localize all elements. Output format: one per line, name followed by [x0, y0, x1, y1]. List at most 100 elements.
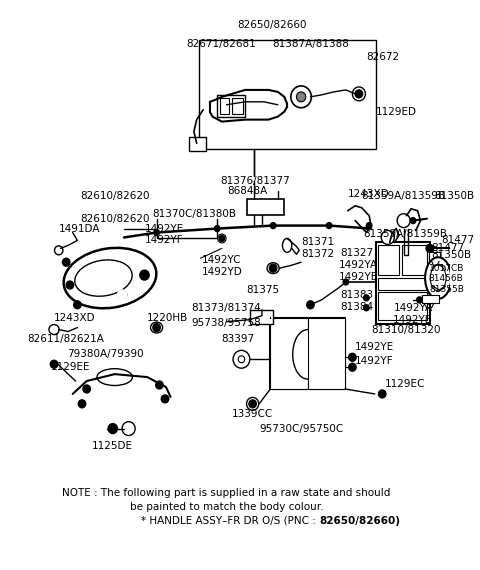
Circle shape [343, 279, 348, 285]
Text: 82671/82681: 82671/82681 [186, 39, 256, 50]
Text: 82650/82660: 82650/82660 [238, 19, 307, 30]
Ellipse shape [55, 246, 63, 255]
Bar [220, 98, 229, 113]
Ellipse shape [151, 322, 163, 333]
Circle shape [161, 395, 169, 403]
Ellipse shape [379, 390, 386, 398]
Text: 81376/81377: 81376/81377 [220, 176, 290, 186]
Text: 86848A: 86848A [227, 186, 267, 196]
Text: 81477: 81477 [432, 243, 465, 253]
Text: 81327: 81327 [340, 249, 373, 258]
Text: 81372: 81372 [301, 249, 334, 259]
Text: 1492YD: 1492YD [201, 267, 242, 277]
Text: 1125DE: 1125DE [92, 441, 133, 451]
Circle shape [366, 223, 372, 229]
Circle shape [363, 305, 369, 311]
Bar [429, 253, 440, 260]
Text: 81359A/81359B: 81359A/81359B [363, 229, 447, 238]
Ellipse shape [297, 92, 306, 102]
Ellipse shape [381, 230, 395, 245]
Ellipse shape [267, 263, 279, 274]
Bar [376, 242, 430, 324]
Circle shape [156, 381, 163, 389]
Text: 1492YF: 1492YF [355, 356, 394, 367]
Circle shape [118, 290, 127, 300]
Text: 1492YE: 1492YE [144, 223, 184, 234]
Ellipse shape [291, 86, 312, 108]
Bar [270, 317, 345, 389]
Text: 82610/82620: 82610/82620 [80, 191, 149, 201]
Ellipse shape [122, 422, 135, 435]
Text: 81387A/81388: 81387A/81388 [272, 39, 349, 50]
Text: 1492YE: 1492YE [355, 343, 395, 352]
Circle shape [73, 301, 81, 309]
Circle shape [410, 218, 416, 223]
Text: * HANDLE ASSY–FR DR O/S (PNC :: * HANDLE ASSY–FR DR O/S (PNC : [141, 516, 319, 526]
Circle shape [269, 264, 277, 272]
Ellipse shape [50, 360, 58, 368]
Text: 1129EC: 1129EC [385, 379, 425, 389]
Bar [232, 98, 243, 113]
Ellipse shape [64, 248, 156, 308]
Ellipse shape [118, 291, 127, 299]
Text: 81350B: 81350B [434, 191, 475, 201]
Ellipse shape [352, 87, 365, 101]
Circle shape [426, 245, 433, 253]
Circle shape [348, 353, 356, 361]
Bar [379, 278, 427, 290]
Circle shape [348, 363, 356, 371]
Circle shape [140, 270, 149, 280]
Text: 81350B: 81350B [432, 250, 472, 260]
Text: 79380A/79390: 79380A/79390 [67, 349, 144, 359]
Text: 81370C/81380B: 81370C/81380B [152, 209, 236, 219]
Circle shape [417, 297, 422, 303]
Text: 1492YC: 1492YC [201, 255, 241, 265]
Ellipse shape [233, 351, 250, 368]
Ellipse shape [247, 397, 259, 410]
Circle shape [83, 385, 90, 393]
Text: 1129EE: 1129EE [51, 362, 91, 372]
Text: 81384: 81384 [340, 302, 373, 312]
Text: 1220HB: 1220HB [147, 313, 189, 323]
Text: 1491DA: 1491DA [59, 223, 100, 234]
Bar [189, 137, 206, 151]
Bar [217, 95, 245, 117]
Circle shape [62, 258, 70, 266]
Ellipse shape [430, 265, 446, 291]
Text: 1492YF: 1492YF [144, 235, 183, 246]
Text: 81456B: 81456B [429, 274, 464, 283]
Bar [250, 310, 273, 324]
Text: 1243XD: 1243XD [54, 313, 96, 323]
Circle shape [153, 324, 160, 332]
Text: 82611/82621A: 82611/82621A [28, 335, 105, 344]
Bar [379, 246, 399, 275]
Circle shape [108, 424, 118, 434]
Circle shape [215, 226, 220, 231]
Text: 82672: 82672 [366, 52, 399, 62]
Text: 81310/81320: 81310/81320 [371, 324, 440, 335]
Text: 81371: 81371 [301, 238, 334, 247]
Text: be painted to match the body colour.: be painted to match the body colour. [130, 502, 323, 512]
Ellipse shape [293, 329, 323, 379]
Text: 1492YB: 1492YB [393, 315, 433, 325]
Ellipse shape [397, 214, 410, 227]
Text: 1339CC: 1339CC [232, 409, 273, 419]
Ellipse shape [425, 257, 451, 299]
Circle shape [249, 400, 256, 408]
Text: 82610/82620: 82610/82620 [80, 214, 149, 223]
Circle shape [219, 235, 225, 242]
Bar [247, 199, 284, 215]
Text: 95730C/95750C: 95730C/95750C [259, 424, 343, 434]
Ellipse shape [238, 356, 245, 363]
Circle shape [66, 281, 73, 289]
Bar [402, 246, 427, 275]
Circle shape [363, 295, 369, 301]
Text: 81477: 81477 [441, 235, 474, 246]
Ellipse shape [217, 234, 226, 243]
Bar [270, 317, 308, 389]
Text: 1492YA: 1492YA [394, 303, 432, 313]
Circle shape [326, 223, 332, 229]
Text: 1017CB: 1017CB [429, 264, 464, 272]
Text: 81375: 81375 [246, 285, 279, 295]
Text: 81383: 81383 [340, 290, 373, 300]
